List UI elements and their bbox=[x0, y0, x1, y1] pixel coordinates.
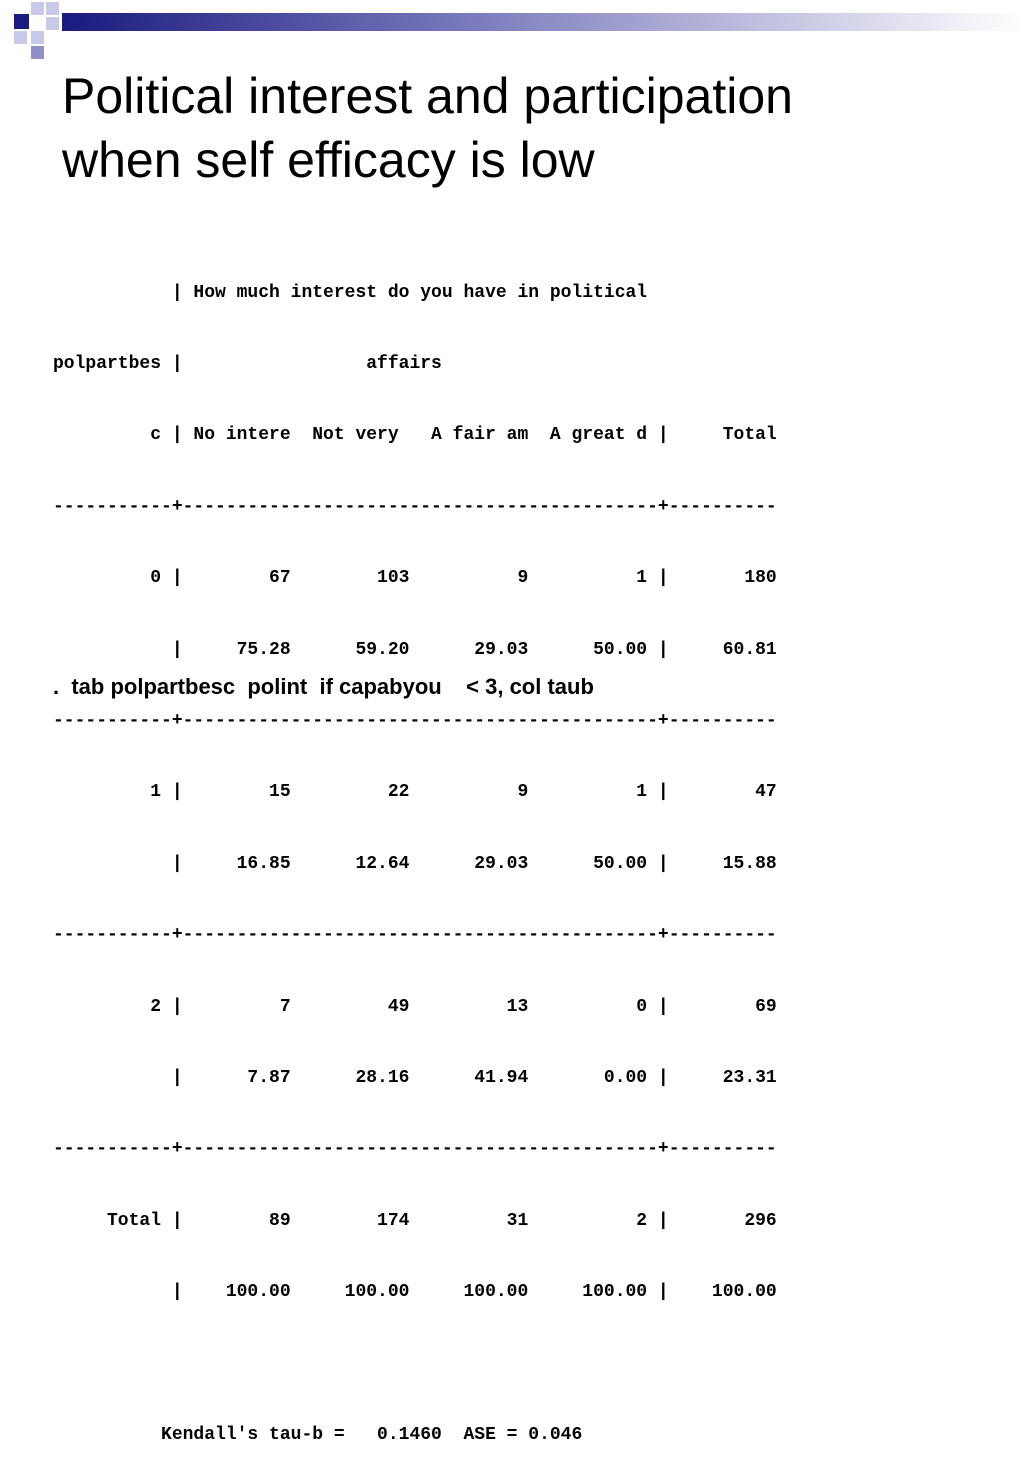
deco-square-light-3 bbox=[31, 31, 44, 44]
stata-command: . tab polpartbesc polint if capabyou < 3… bbox=[53, 674, 594, 699]
output-blank-line bbox=[53, 1352, 777, 1376]
output-column-headers: c | No intere Not very A fair am A great… bbox=[53, 425, 777, 446]
output-row-1-counts: 1 | 15 22 9 1 | 47 bbox=[53, 782, 777, 803]
deco-square-light-2 bbox=[46, 2, 59, 15]
output-row-2-counts: 2 | 7 49 13 0 | 69 bbox=[53, 996, 777, 1017]
slide-title-line-2: when self efficacy is low bbox=[62, 132, 595, 188]
slide-header-decoration bbox=[14, 2, 1024, 59]
output-separator: -----------+----------------------------… bbox=[53, 710, 777, 731]
header-gradient-band bbox=[62, 13, 1024, 31]
output-row-1-percents: | 16.85 12.64 29.03 50.00 | 15.88 bbox=[53, 853, 777, 874]
output-kendall-tau-b: Kendall's tau-b = 0.1460 ASE = 0.046 bbox=[53, 1424, 583, 1445]
output-total-counts: Total | 89 174 31 2 | 296 bbox=[53, 1210, 777, 1231]
deco-square-light-1 bbox=[31, 2, 44, 15]
stata-crosstab-output: | How much interest do you have in polit… bbox=[53, 234, 777, 1471]
output-total-percents: | 100.00 100.00 100.00 100.00 | 100.00 bbox=[53, 1282, 777, 1303]
deco-square-light-5 bbox=[14, 31, 27, 44]
output-row-0-counts: 0 | 67 103 9 1 | 180 bbox=[53, 568, 777, 589]
deco-square-dark bbox=[14, 14, 29, 29]
output-header-line-2: polpartbes | affairs bbox=[53, 353, 442, 374]
output-header-line-1: | How much interest do you have in polit… bbox=[53, 282, 648, 303]
deco-square-mid bbox=[31, 46, 44, 59]
slide-title: Political interest and participation whe… bbox=[62, 64, 1002, 192]
output-separator: -----------+----------------------------… bbox=[53, 1139, 777, 1160]
slide-title-line-1: Political interest and participation bbox=[62, 68, 793, 124]
output-separator: -----------+----------------------------… bbox=[53, 496, 777, 517]
output-row-0-percents: | 75.28 59.20 29.03 50.00 | 60.81 bbox=[53, 639, 777, 660]
deco-square-light-4 bbox=[46, 17, 59, 30]
output-separator: -----------+----------------------------… bbox=[53, 925, 777, 946]
output-row-2-percents: | 7.87 28.16 41.94 0.00 | 23.31 bbox=[53, 1067, 777, 1088]
